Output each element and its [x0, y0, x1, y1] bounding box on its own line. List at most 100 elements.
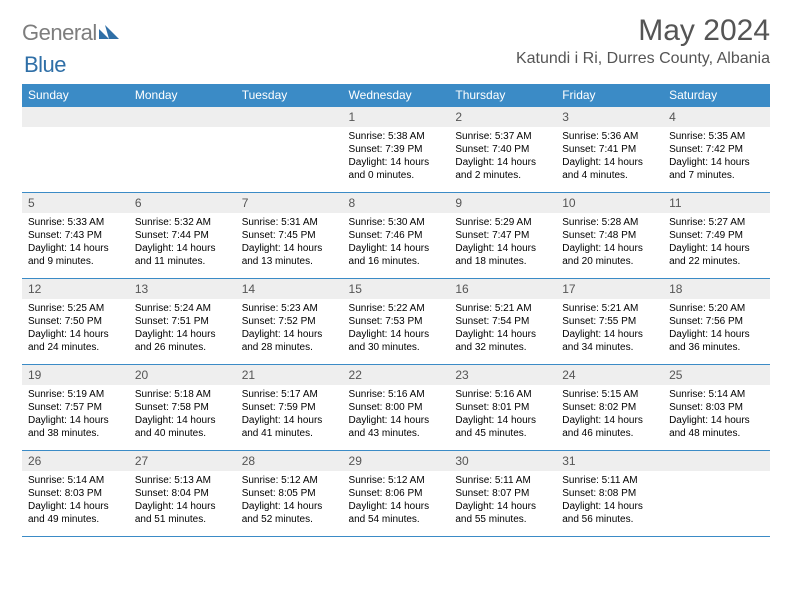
day-number: 24 [556, 365, 663, 385]
day-details: Sunrise: 5:21 AMSunset: 7:54 PMDaylight:… [449, 299, 556, 358]
day-number: 27 [129, 451, 236, 471]
brand-part1: General [22, 20, 97, 46]
day-number: 14 [236, 279, 343, 299]
day-details: Sunrise: 5:13 AMSunset: 8:04 PMDaylight:… [129, 471, 236, 530]
day-details: Sunrise: 5:23 AMSunset: 7:52 PMDaylight:… [236, 299, 343, 358]
day-number-empty [22, 107, 129, 127]
location-text: Katundi i Ri, Durres County, Albania [516, 50, 770, 68]
day-details: Sunrise: 5:28 AMSunset: 7:48 PMDaylight:… [556, 213, 663, 272]
calendar-cell: 29Sunrise: 5:12 AMSunset: 8:06 PMDayligh… [343, 451, 450, 537]
day-number: 30 [449, 451, 556, 471]
brand-mark-icon [99, 23, 119, 44]
day-details: Sunrise: 5:19 AMSunset: 7:57 PMDaylight:… [22, 385, 129, 444]
day-number: 4 [663, 107, 770, 127]
day-number: 20 [129, 365, 236, 385]
calendar-body: 1Sunrise: 5:38 AMSunset: 7:39 PMDaylight… [22, 107, 770, 537]
weekday-header: Monday [129, 84, 236, 107]
day-number: 28 [236, 451, 343, 471]
day-number: 31 [556, 451, 663, 471]
calendar-cell: 2Sunrise: 5:37 AMSunset: 7:40 PMDaylight… [449, 107, 556, 193]
calendar-cell: 21Sunrise: 5:17 AMSunset: 7:59 PMDayligh… [236, 365, 343, 451]
calendar-table: Sunday Monday Tuesday Wednesday Thursday… [22, 84, 770, 537]
day-number: 9 [449, 193, 556, 213]
calendar-cell [129, 107, 236, 193]
day-number-empty [129, 107, 236, 127]
day-details: Sunrise: 5:30 AMSunset: 7:46 PMDaylight:… [343, 213, 450, 272]
day-details: Sunrise: 5:16 AMSunset: 8:00 PMDaylight:… [343, 385, 450, 444]
calendar-cell: 23Sunrise: 5:16 AMSunset: 8:01 PMDayligh… [449, 365, 556, 451]
day-number: 17 [556, 279, 663, 299]
calendar-cell: 31Sunrise: 5:11 AMSunset: 8:08 PMDayligh… [556, 451, 663, 537]
weekday-header: Tuesday [236, 84, 343, 107]
calendar-cell: 28Sunrise: 5:12 AMSunset: 8:05 PMDayligh… [236, 451, 343, 537]
calendar-cell: 14Sunrise: 5:23 AMSunset: 7:52 PMDayligh… [236, 279, 343, 365]
day-details: Sunrise: 5:27 AMSunset: 7:49 PMDaylight:… [663, 213, 770, 272]
weekday-header: Thursday [449, 84, 556, 107]
day-number: 15 [343, 279, 450, 299]
calendar-cell: 22Sunrise: 5:16 AMSunset: 8:00 PMDayligh… [343, 365, 450, 451]
day-details: Sunrise: 5:18 AMSunset: 7:58 PMDaylight:… [129, 385, 236, 444]
day-details: Sunrise: 5:11 AMSunset: 8:07 PMDaylight:… [449, 471, 556, 530]
day-number: 29 [343, 451, 450, 471]
day-number: 25 [663, 365, 770, 385]
day-details: Sunrise: 5:16 AMSunset: 8:01 PMDaylight:… [449, 385, 556, 444]
brand-logo: General [22, 20, 119, 46]
calendar-row: 1Sunrise: 5:38 AMSunset: 7:39 PMDaylight… [22, 107, 770, 193]
day-details: Sunrise: 5:12 AMSunset: 8:05 PMDaylight:… [236, 471, 343, 530]
calendar-cell: 18Sunrise: 5:20 AMSunset: 7:56 PMDayligh… [663, 279, 770, 365]
weekday-header: Friday [556, 84, 663, 107]
calendar-cell: 13Sunrise: 5:24 AMSunset: 7:51 PMDayligh… [129, 279, 236, 365]
calendar-row: 26Sunrise: 5:14 AMSunset: 8:03 PMDayligh… [22, 451, 770, 537]
calendar-cell: 19Sunrise: 5:19 AMSunset: 7:57 PMDayligh… [22, 365, 129, 451]
day-number: 7 [236, 193, 343, 213]
day-number: 12 [22, 279, 129, 299]
day-number: 6 [129, 193, 236, 213]
calendar-cell: 12Sunrise: 5:25 AMSunset: 7:50 PMDayligh… [22, 279, 129, 365]
day-details: Sunrise: 5:36 AMSunset: 7:41 PMDaylight:… [556, 127, 663, 186]
weekday-header: Wednesday [343, 84, 450, 107]
day-number-empty [236, 107, 343, 127]
weekday-header-row: Sunday Monday Tuesday Wednesday Thursday… [22, 84, 770, 107]
calendar-cell: 25Sunrise: 5:14 AMSunset: 8:03 PMDayligh… [663, 365, 770, 451]
calendar-cell [663, 451, 770, 537]
day-number: 11 [663, 193, 770, 213]
day-details: Sunrise: 5:25 AMSunset: 7:50 PMDaylight:… [22, 299, 129, 358]
calendar-cell: 9Sunrise: 5:29 AMSunset: 7:47 PMDaylight… [449, 193, 556, 279]
day-details: Sunrise: 5:22 AMSunset: 7:53 PMDaylight:… [343, 299, 450, 358]
day-details: Sunrise: 5:12 AMSunset: 8:06 PMDaylight:… [343, 471, 450, 530]
month-title: May 2024 [516, 14, 770, 48]
weekday-header: Sunday [22, 84, 129, 107]
day-number: 22 [343, 365, 450, 385]
day-details: Sunrise: 5:33 AMSunset: 7:43 PMDaylight:… [22, 213, 129, 272]
day-number: 2 [449, 107, 556, 127]
title-block: May 2024 Katundi i Ri, Durres County, Al… [516, 14, 770, 68]
day-details: Sunrise: 5:21 AMSunset: 7:55 PMDaylight:… [556, 299, 663, 358]
day-number: 5 [22, 193, 129, 213]
calendar-cell: 3Sunrise: 5:36 AMSunset: 7:41 PMDaylight… [556, 107, 663, 193]
day-number: 26 [22, 451, 129, 471]
calendar-row: 19Sunrise: 5:19 AMSunset: 7:57 PMDayligh… [22, 365, 770, 451]
calendar-cell: 5Sunrise: 5:33 AMSunset: 7:43 PMDaylight… [22, 193, 129, 279]
calendar-cell: 8Sunrise: 5:30 AMSunset: 7:46 PMDaylight… [343, 193, 450, 279]
day-number: 16 [449, 279, 556, 299]
calendar-cell: 4Sunrise: 5:35 AMSunset: 7:42 PMDaylight… [663, 107, 770, 193]
day-details: Sunrise: 5:29 AMSunset: 7:47 PMDaylight:… [449, 213, 556, 272]
day-number: 1 [343, 107, 450, 127]
calendar-cell [22, 107, 129, 193]
day-details: Sunrise: 5:35 AMSunset: 7:42 PMDaylight:… [663, 127, 770, 186]
weekday-header: Saturday [663, 84, 770, 107]
day-number: 18 [663, 279, 770, 299]
calendar-cell: 17Sunrise: 5:21 AMSunset: 7:55 PMDayligh… [556, 279, 663, 365]
calendar-cell [236, 107, 343, 193]
calendar-cell: 10Sunrise: 5:28 AMSunset: 7:48 PMDayligh… [556, 193, 663, 279]
calendar-row: 12Sunrise: 5:25 AMSunset: 7:50 PMDayligh… [22, 279, 770, 365]
calendar-cell: 11Sunrise: 5:27 AMSunset: 7:49 PMDayligh… [663, 193, 770, 279]
day-details: Sunrise: 5:11 AMSunset: 8:08 PMDaylight:… [556, 471, 663, 530]
calendar-cell: 7Sunrise: 5:31 AMSunset: 7:45 PMDaylight… [236, 193, 343, 279]
day-number: 21 [236, 365, 343, 385]
calendar-cell: 1Sunrise: 5:38 AMSunset: 7:39 PMDaylight… [343, 107, 450, 193]
day-number-empty [663, 451, 770, 471]
calendar-cell: 6Sunrise: 5:32 AMSunset: 7:44 PMDaylight… [129, 193, 236, 279]
day-details: Sunrise: 5:24 AMSunset: 7:51 PMDaylight:… [129, 299, 236, 358]
day-details: Sunrise: 5:14 AMSunset: 8:03 PMDaylight:… [22, 471, 129, 530]
